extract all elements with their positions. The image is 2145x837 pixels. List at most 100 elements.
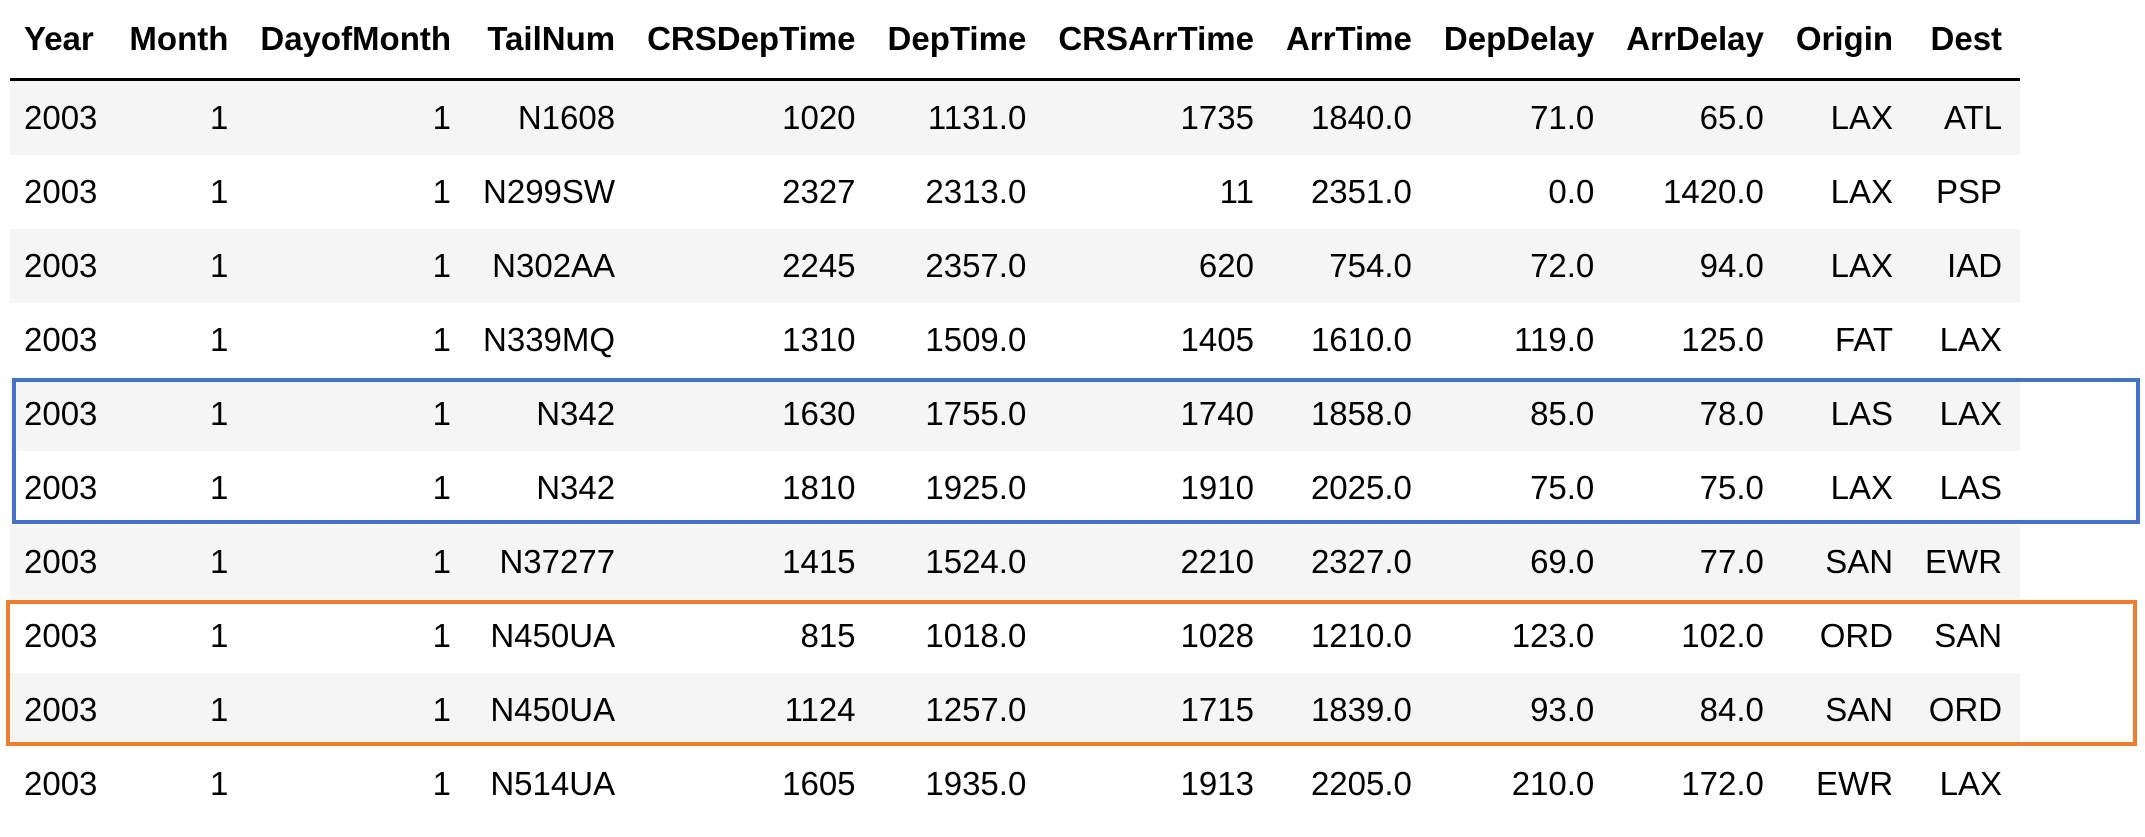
cell-arrtime: 2327.0 [1271, 525, 1430, 599]
cell-dayofmonth: 1 [246, 79, 470, 155]
cell-tailnum: N302AA [469, 229, 634, 303]
cell-crsdeptime: 1630 [633, 377, 874, 451]
cell-origin: LAX [1781, 155, 1912, 229]
cell-tailnum: N339MQ [469, 303, 634, 377]
cell-origin: LAS [1781, 377, 1912, 451]
cell-year: 2003 [10, 377, 116, 451]
cell-dest: PSP [1911, 155, 2021, 229]
cell-crsdeptime: 1124 [633, 673, 874, 747]
cell-arrdelay: 94.0 [1612, 229, 1782, 303]
cell-arrtime: 2205.0 [1271, 747, 1430, 821]
cell-arrdelay: 125.0 [1612, 303, 1782, 377]
cell-year: 2003 [10, 155, 116, 229]
column-header-arrdelay: ArrDelay [1612, 0, 1782, 81]
table-row: 2003 1 1 N37277 1415 1524.0 2210 2327.0 69.0 77.0… [10, 525, 2021, 599]
cell-tailnum: N342 [469, 451, 634, 525]
cell-dest: LAX [1911, 303, 2021, 377]
cell-deptime: 1524.0 [873, 525, 1045, 599]
cell-origin: SAN [1781, 525, 1912, 599]
cell-arrdelay: 78.0 [1612, 377, 1782, 451]
cell-arrtime: 754.0 [1271, 229, 1430, 303]
cell-dayofmonth: 1 [246, 673, 470, 747]
cell-arrdelay: 172.0 [1612, 747, 1782, 821]
column-header-year: Year [10, 0, 116, 81]
cell-tailnum: N299SW [469, 155, 634, 229]
cell-year: 2003 [10, 303, 116, 377]
cell-deptime: 1257.0 [873, 673, 1045, 747]
cell-crsarrtime: 1913 [1044, 747, 1272, 821]
cell-deptime: 2313.0 [873, 155, 1045, 229]
cell-tailnum: N450UA [469, 599, 634, 673]
cell-crsarrtime: 1740 [1044, 377, 1272, 451]
cell-depdelay: 0.0 [1429, 155, 1613, 229]
cell-crsarrtime: 620 [1044, 229, 1272, 303]
header-row: Year Month DayofMonth TailNum CRSDepTime… [10, 0, 2021, 81]
table-row: 2003 1 1 N450UA 1124 1257.0 1715 1839.0 93.0 84.0… [10, 673, 2021, 747]
cell-year: 2003 [10, 599, 116, 673]
cell-crsdeptime: 2327 [633, 155, 874, 229]
cell-arrdelay: 84.0 [1612, 673, 1782, 747]
cell-dayofmonth: 1 [246, 377, 470, 451]
cell-depdelay: 119.0 [1429, 303, 1613, 377]
cell-tailnum: N37277 [469, 525, 634, 599]
cell-origin: LAX [1781, 451, 1912, 525]
table-row: 2003 1 1 N302AA 2245 2357.0 620 754.0 72.0 94.0 LA… [10, 229, 2021, 303]
cell-month: 1 [115, 377, 247, 451]
cell-dest: IAD [1911, 229, 2021, 303]
cell-dest: ATL [1911, 79, 2021, 155]
cell-arrtime: 1610.0 [1271, 303, 1430, 377]
cell-origin: LAX [1781, 79, 1912, 155]
cell-crsdeptime: 1020 [633, 79, 874, 155]
cell-deptime: 2357.0 [873, 229, 1045, 303]
cell-arrtime: 1210.0 [1271, 599, 1430, 673]
table-row: 2003 1 1 N299SW 2327 2313.0 11 2351.0 0.0 1420.0 L… [10, 155, 2021, 229]
cell-arrdelay: 102.0 [1612, 599, 1782, 673]
cell-month: 1 [115, 303, 247, 377]
cell-dayofmonth: 1 [246, 451, 470, 525]
cell-dest: ORD [1911, 673, 2021, 747]
cell-depdelay: 69.0 [1429, 525, 1613, 599]
cell-crsdeptime: 1810 [633, 451, 874, 525]
cell-dayofmonth: 1 [246, 155, 470, 229]
cell-crsdeptime: 1415 [633, 525, 874, 599]
column-header-origin: Origin [1781, 0, 1912, 81]
cell-depdelay: 72.0 [1429, 229, 1613, 303]
cell-dayofmonth: 1 [246, 525, 470, 599]
cell-depdelay: 210.0 [1429, 747, 1613, 821]
cell-month: 1 [115, 155, 247, 229]
cell-depdelay: 75.0 [1429, 451, 1613, 525]
cell-depdelay: 71.0 [1429, 79, 1613, 155]
cell-dest: EWR [1911, 525, 2021, 599]
cell-tailnum: N342 [469, 377, 634, 451]
cell-crsdeptime: 1310 [633, 303, 874, 377]
table-row: 2003 1 1 N514UA 1605 1935.0 1913 2205.0 210.0 172… [10, 747, 2021, 821]
cell-deptime: 1925.0 [873, 451, 1045, 525]
cell-crsarrtime: 11 [1044, 155, 1272, 229]
cell-crsdeptime: 2245 [633, 229, 874, 303]
cell-dest: SAN [1911, 599, 2021, 673]
cell-arrtime: 2025.0 [1271, 451, 1430, 525]
column-header-crsarrtime: CRSArrTime [1044, 0, 1272, 81]
cell-deptime: 1935.0 [873, 747, 1045, 821]
cell-deptime: 1755.0 [873, 377, 1045, 451]
cell-year: 2003 [10, 525, 116, 599]
cell-month: 1 [115, 229, 247, 303]
column-header-arrtime: ArrTime [1271, 0, 1430, 81]
cell-year: 2003 [10, 451, 116, 525]
flights-table: Year Month DayofMonth TailNum CRSDepTime… [10, 0, 2021, 821]
column-header-deptime: DepTime [873, 0, 1045, 81]
cell-tailnum: N514UA [469, 747, 634, 821]
table-row: 2003 1 1 N342 1810 1925.0 1910 2025.0 75.0 75.0 LA… [10, 451, 2021, 525]
cell-arrdelay: 65.0 [1612, 79, 1782, 155]
cell-crsdeptime: 1605 [633, 747, 874, 821]
column-header-dest: Dest [1911, 0, 2021, 81]
cell-origin: LAX [1781, 229, 1912, 303]
table-row: 2003 1 1 N450UA 815 1018.0 1028 1210.0 123.0 102.… [10, 599, 2021, 673]
table-row: 2003 1 1 N342 1630 1755.0 1740 1858.0 85.0 78.0 LA… [10, 377, 2021, 451]
column-header-depdelay: DepDelay [1429, 0, 1613, 81]
cell-month: 1 [115, 79, 247, 155]
cell-dayofmonth: 1 [246, 747, 470, 821]
cell-arrdelay: 77.0 [1612, 525, 1782, 599]
table-row: 2003 1 1 N339MQ 1310 1509.0 1405 1610.0 119.0 125… [10, 303, 2021, 377]
cell-deptime: 1018.0 [873, 599, 1045, 673]
